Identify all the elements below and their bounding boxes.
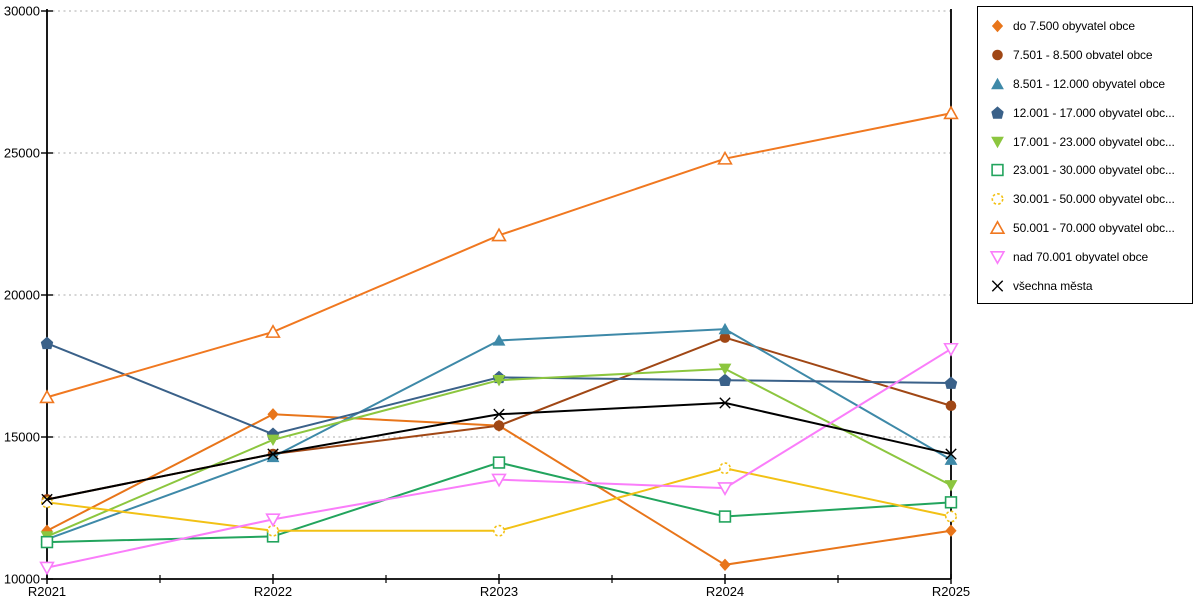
legend-item-5[interactable]: 23.001 - 30.000 obyvatel obc... [980, 156, 1190, 185]
legend-marker-8 [989, 250, 1006, 265]
data-point-s2-R2023[interactable] [492, 334, 506, 346]
data-point-s9-R2024[interactable] [719, 397, 731, 409]
data-point-s7-R2022[interactable] [265, 324, 281, 338]
square-legend-icon [991, 164, 1004, 177]
legend-label-9: všechna města [1013, 278, 1093, 293]
data-point-s1-R2023[interactable] [493, 420, 505, 431]
legend-label-6: 30.001 - 50.000 obyvatel obc... [1013, 192, 1175, 207]
legend-item-0[interactable]: do 7.500 obyvatel obce [980, 12, 1190, 41]
x-tick-label-R2024: R2024 [706, 584, 744, 599]
y-tick-label-25000: 25000 [4, 146, 40, 161]
data-point-s8-R2024[interactable] [717, 482, 733, 496]
data-point-s7-R2024[interactable] [717, 150, 733, 165]
data-point-s2-R2025[interactable] [944, 453, 958, 465]
legend-item-2[interactable]: 8.501 - 12.000 obyvatel obce [980, 70, 1190, 99]
legend-marker-6 [991, 193, 1004, 206]
data-point-s2-R2022[interactable] [266, 450, 280, 463]
data-point-s8-R2021[interactable] [39, 561, 55, 576]
data-point-s9-R2022[interactable] [267, 448, 279, 460]
legend-item-9[interactable]: všechna města [980, 271, 1190, 300]
series-line-7 [46, 112, 952, 399]
data-point-s9-R2025[interactable] [945, 448, 957, 460]
legend-marker-1 [992, 49, 1003, 61]
legend-label-8: nad 70.001 obyvatel obce [1013, 249, 1149, 264]
legend-label-0: do 7.500 obyvatel obce [1013, 19, 1135, 34]
data-point-s1-R2024[interactable] [719, 332, 731, 343]
legend-item-1[interactable]: 7.501 - 8.500 obvatel obce [980, 41, 1190, 70]
y-tick-label-30000: 30000 [4, 4, 40, 19]
diamond-legend-icon [991, 20, 1004, 33]
data-point-s4-R2024[interactable] [718, 363, 732, 376]
circle-dashed-legend-icon [991, 193, 1004, 206]
data-point-s7-R2025[interactable] [943, 105, 959, 120]
legend-item-3[interactable]: 12.001 - 17.000 obyvatel obc... [980, 98, 1190, 127]
data-point-s6-R2022[interactable] [266, 524, 279, 537]
data-point-s9-R2023[interactable] [493, 408, 505, 420]
data-point-s3-R2025[interactable] [944, 376, 958, 389]
data-point-s8-R2023[interactable] [491, 473, 507, 488]
data-point-s8-R2025[interactable] [943, 342, 959, 357]
y-tick-label-10000: 10000 [4, 572, 40, 587]
triangle-down-legend-icon [989, 250, 1006, 265]
data-point-s0-R2021[interactable] [41, 524, 53, 537]
legend-marker-4 [991, 136, 1004, 148]
legend-label-7: 50.001 - 70.000 obyvatel obc... [1013, 220, 1175, 235]
legend-item-7[interactable]: 50.001 - 70.000 obyvatel obc... [980, 214, 1190, 243]
legend-item-8[interactable]: nad 70.001 obyvatel obce [980, 242, 1190, 271]
legend-marker-9 [991, 279, 1004, 292]
x-legend-icon [991, 279, 1004, 292]
pentagon-legend-icon [991, 106, 1004, 119]
x-tick-label-R2023: R2023 [480, 584, 518, 599]
data-point-s3-R2021[interactable] [40, 336, 54, 350]
data-point-s0-R2025[interactable] [945, 524, 957, 537]
data-point-s8-R2022[interactable] [265, 513, 281, 528]
data-point-s5-R2025[interactable] [944, 496, 958, 509]
data-point-s6-R2025[interactable] [944, 510, 957, 523]
data-point-s6-R2023[interactable] [492, 524, 505, 537]
triangle-down-legend-icon [991, 136, 1004, 148]
legend: do 7.500 obyvatel obce 7.501 - 8.500 obva… [977, 6, 1193, 304]
legend-marker-7 [989, 220, 1006, 234]
data-point-s5-R2024[interactable] [718, 510, 732, 523]
legend-label-4: 17.001 - 23.000 obyvatel obc... [1013, 134, 1175, 149]
data-point-s4-R2025[interactable] [944, 480, 958, 492]
series-line-2 [46, 328, 952, 541]
y-tick-label-15000: 15000 [4, 430, 40, 445]
x-tick-label-R2025: R2025 [932, 584, 970, 599]
y-tick-label-20000: 20000 [4, 288, 40, 303]
legend-label-5: 23.001 - 30.000 obyvatel obc... [1013, 163, 1175, 178]
data-point-s4-R2023[interactable] [492, 375, 506, 387]
legend-label-3: 12.001 - 17.000 obyvatel obc... [1013, 105, 1175, 120]
data-point-s7-R2023[interactable] [491, 227, 507, 242]
x-tick-label-R2021: R2021 [28, 584, 66, 599]
legend-marker-0 [991, 20, 1004, 33]
data-point-s0-R2024[interactable] [719, 558, 731, 571]
circle-legend-icon [992, 49, 1003, 61]
legend-marker-5 [991, 164, 1004, 177]
data-point-s6-R2024[interactable] [718, 462, 731, 475]
data-point-s7-R2021[interactable] [39, 389, 55, 404]
data-point-s3-R2024[interactable] [718, 373, 732, 386]
legend-marker-3 [991, 106, 1004, 119]
data-point-s1-R2025[interactable] [945, 400, 957, 412]
legend-item-6[interactable]: 30.001 - 50.000 obyvatel obc... [980, 185, 1190, 214]
triangle-up-legend-icon [991, 77, 1004, 90]
data-point-s5-R2023[interactable] [492, 456, 506, 469]
legend-label-2: 8.501 - 12.000 obyvatel obce [1013, 76, 1165, 91]
data-point-s9-R2021[interactable] [41, 493, 53, 506]
legend-item-4[interactable]: 17.001 - 23.000 obyvatel obc... [980, 127, 1190, 156]
data-point-s5-R2021[interactable] [40, 535, 54, 549]
legend-label-1: 7.501 - 8.500 obvatel obce [1013, 48, 1153, 63]
data-point-s0-R2022[interactable] [267, 408, 279, 421]
legend-marker-2 [991, 77, 1004, 90]
data-point-s2-R2024[interactable] [718, 322, 732, 335]
triangle-up-legend-icon [989, 220, 1006, 234]
x-tick-label-R2022: R2022 [254, 584, 292, 599]
data-point-s4-R2022[interactable] [266, 434, 280, 447]
